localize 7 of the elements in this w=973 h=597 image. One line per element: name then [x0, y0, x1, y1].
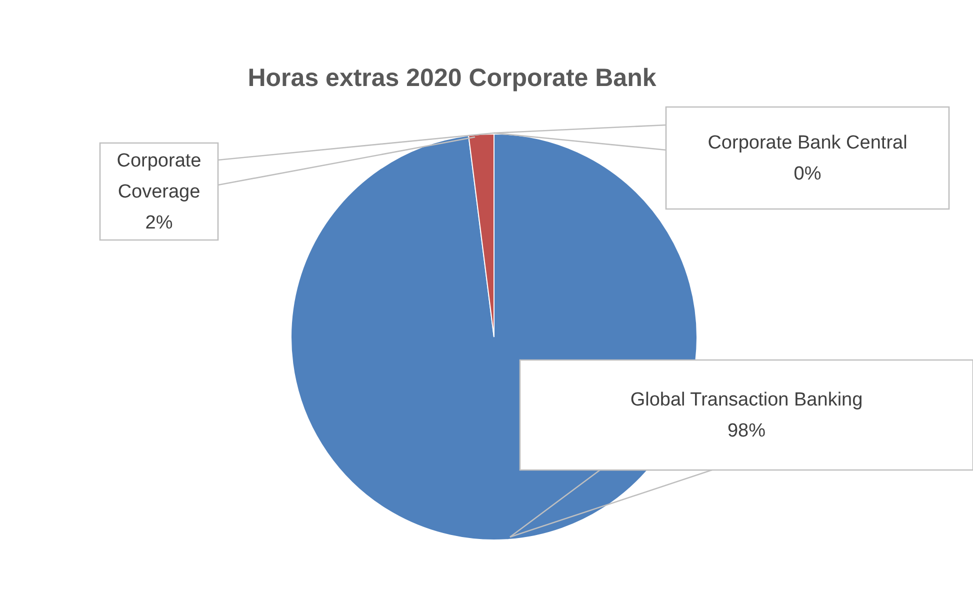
category-label: Corporate Bank Central — [708, 132, 908, 154]
data-label: 98% — [727, 420, 766, 442]
chart-title: Horas extras 2020 Corporate Bank — [248, 64, 656, 92]
data-label: 2% — [145, 212, 173, 234]
slice-label: Corporate Coverage — [116, 150, 202, 202]
slice-label: Global Transaction Banking — [630, 390, 863, 410]
text: 0% — [794, 164, 822, 184]
